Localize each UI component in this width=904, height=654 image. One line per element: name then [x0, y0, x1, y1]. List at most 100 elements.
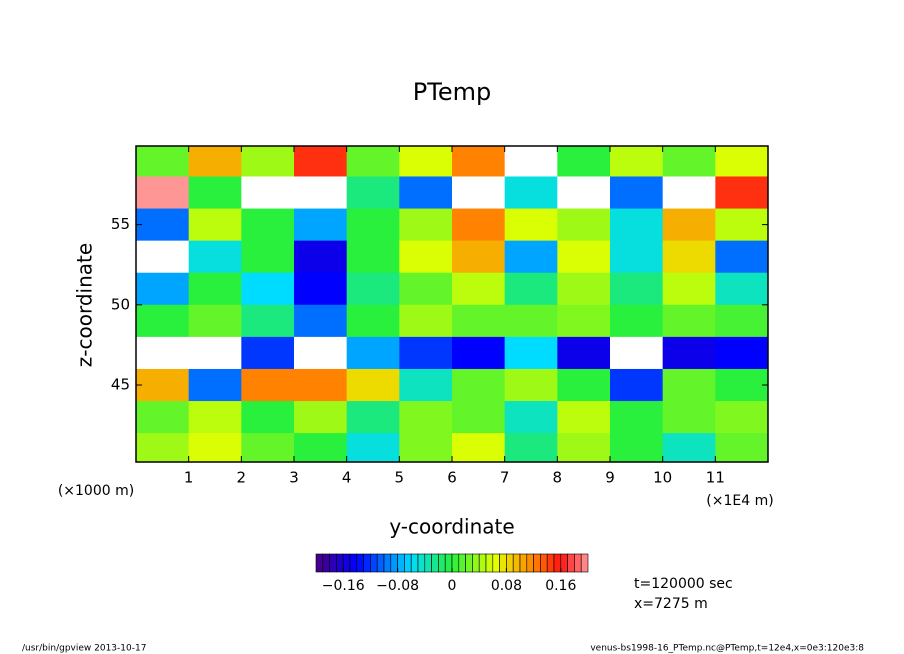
y-unit: (×1000 m) [58, 483, 134, 499]
contour-cell [241, 240, 295, 274]
contour-cell [662, 368, 716, 402]
contour-cell [188, 240, 242, 274]
contour-cell [610, 208, 664, 242]
contour-cell [557, 433, 611, 462]
contour-cell [557, 304, 611, 338]
contour-cell [452, 146, 506, 177]
y-tick-label: 55 [111, 215, 130, 233]
colorbar-segment [478, 553, 487, 573]
contour-cell [557, 240, 611, 274]
contour-cell [452, 240, 506, 274]
contour-cell [294, 240, 348, 274]
contour-cell [241, 401, 295, 434]
colorbar-segment [370, 553, 378, 573]
contour-cell [241, 208, 295, 242]
contour-cell [241, 176, 295, 210]
contour-cell [504, 433, 558, 462]
x-tick-label: 8 [553, 469, 563, 487]
contour-cell [136, 272, 190, 306]
contour-cell [346, 336, 400, 370]
x-tick-label: 9 [605, 469, 615, 487]
contour-cell [715, 401, 768, 434]
colorbar-segment [506, 553, 514, 573]
contour-cell [610, 433, 664, 462]
contour-cell [136, 240, 190, 274]
colorbar-segment [458, 553, 466, 573]
annotation: x=7275 m [634, 596, 708, 612]
contour-cell [399, 208, 453, 242]
contour-cell [504, 368, 558, 402]
contour-cell [294, 146, 348, 177]
contour-cell [662, 401, 716, 434]
contour-cell [346, 146, 400, 177]
contour-cell [188, 146, 242, 177]
contour-cell [294, 336, 348, 370]
contour-cell [504, 304, 558, 338]
colorbar-segment [540, 553, 548, 573]
contour-cell [136, 401, 190, 434]
contour-cell [610, 272, 664, 306]
x-tick-label: 5 [395, 469, 405, 487]
contour-cell [399, 368, 453, 402]
colorbar-segment [363, 553, 371, 573]
contour-cell [399, 401, 453, 434]
contour-cell [662, 433, 716, 462]
colorbar-segment [519, 553, 528, 573]
contour-cell [399, 272, 453, 306]
colorbar-segment [533, 553, 541, 573]
contour-cell [662, 208, 716, 242]
contour-cell [452, 401, 506, 434]
contour-cell [294, 272, 348, 306]
contour-cell [452, 176, 506, 210]
contour-cell [294, 368, 348, 402]
contour-cell [294, 304, 348, 338]
y-tick-label: 50 [111, 295, 130, 313]
contour-cell [136, 146, 190, 177]
contour-cell [188, 336, 242, 370]
contour-cell [662, 304, 716, 338]
contour-cell [610, 304, 664, 338]
contour-cell [452, 336, 506, 370]
contour-cell [557, 401, 611, 434]
contour-cell [610, 401, 664, 434]
colorbar-segment [329, 553, 337, 573]
contour-cell [136, 208, 190, 242]
contour-cell [452, 368, 506, 402]
colorbar-tick-label: 0.16 [545, 578, 576, 594]
contour-cell [715, 176, 768, 210]
y-tick-label: 45 [111, 376, 130, 394]
contour-cell [557, 176, 611, 210]
colorbar-segment [465, 553, 473, 573]
contour-cell [399, 336, 453, 370]
x-tick-label: 1 [184, 469, 194, 487]
contour-cell [504, 401, 558, 434]
colorbar-segment [526, 553, 534, 573]
colorbar-segment [438, 553, 446, 573]
contour-cell [241, 146, 295, 177]
x-unit: (×1E4 m) [706, 493, 773, 509]
colorbar-segment [431, 553, 439, 573]
colorbar-segment [315, 553, 324, 573]
contour-cell [610, 240, 664, 274]
contour-cell [452, 304, 506, 338]
contour-cell [346, 176, 400, 210]
contour-cell [188, 272, 242, 306]
colorbar-segment [390, 553, 398, 573]
colorbar-segment [580, 553, 589, 573]
contour-cell [452, 208, 506, 242]
contour-cell [662, 336, 716, 370]
colorbar-segment [356, 553, 364, 573]
x-tick-label: 10 [653, 469, 672, 487]
contour-cell [241, 336, 295, 370]
colorbar-segment [404, 553, 412, 573]
footer-left: /usr/bin/gpview 2013-10-17 [22, 644, 146, 654]
contour-cell [136, 368, 190, 402]
x-tick-label: 6 [447, 469, 457, 487]
contour-cell [188, 208, 242, 242]
x-tick-label: 2 [237, 469, 247, 487]
x-tick-label: 3 [289, 469, 299, 487]
colorbar-segment [485, 553, 494, 573]
colorbar-tick-label: 0 [448, 578, 457, 594]
colorbar-segment [349, 553, 358, 573]
contour-cell [136, 304, 190, 338]
